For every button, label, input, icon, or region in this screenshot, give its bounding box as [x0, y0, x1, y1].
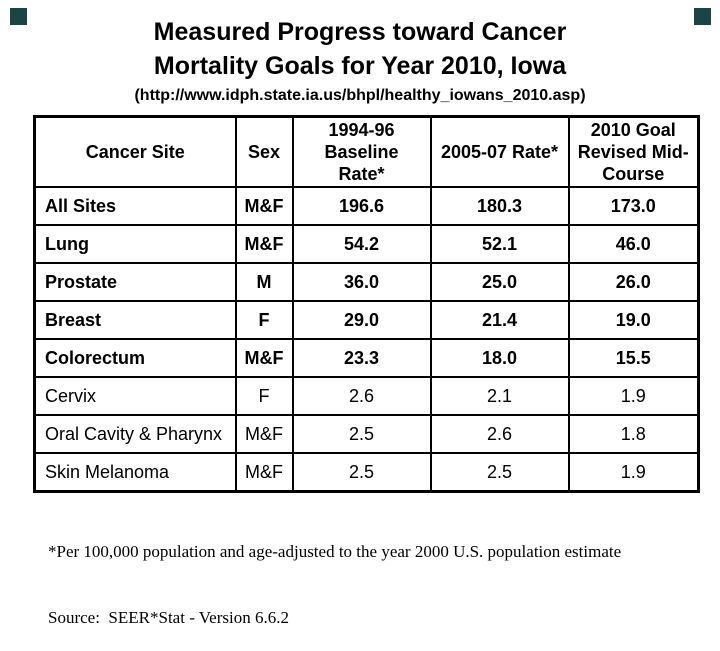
cell-baseline: 54.2: [291, 224, 432, 264]
cell-site: Cervix: [33, 376, 237, 416]
slide-title: Measured Progress toward Cancer Mortalit…: [0, 0, 720, 83]
cell-sex: M: [234, 262, 294, 302]
cell-rate: 18.0: [429, 338, 570, 378]
cell-rate: 2.5: [429, 452, 570, 493]
cell-baseline: 2.5: [291, 414, 432, 454]
cell-goal: 1.9: [567, 376, 700, 416]
cell-sex: M&F: [234, 186, 294, 226]
cell-baseline: 2.5: [291, 452, 432, 493]
table-row: Skin Melanoma M&F 2.5 2.5 1.9: [33, 452, 700, 493]
table-row: Oral Cavity & Pharynx M&F 2.5 2.6 1.8: [33, 414, 700, 454]
cell-goal: 15.5: [567, 338, 700, 378]
header-cell-2010-goal: 2010 Goal Revised Mid- Course: [567, 115, 700, 188]
table-row: All Sites M&F 196.6 180.3 173.0: [33, 186, 700, 226]
cell-goal: 46.0: [567, 224, 700, 264]
cell-site: Oral Cavity & Pharynx: [33, 414, 237, 454]
cell-rate: 21.4: [429, 300, 570, 340]
cell-goal: 1.8: [567, 414, 700, 454]
slide-subtitle-url: (http://www.idph.state.ia.us/bhpl/health…: [134, 87, 586, 104]
cell-baseline: 23.3: [291, 338, 432, 378]
slide-title-line-1: Measured Progress toward Cancer: [153, 18, 567, 46]
table-row: Colorectum M&F 23.3 18.0 15.5: [33, 338, 700, 378]
cell-goal: 19.0: [567, 300, 700, 340]
cell-rate: 180.3: [429, 186, 570, 226]
footnote-population: *Per 100,000 population and age-adjusted…: [48, 542, 622, 561]
cell-site: All Sites: [33, 186, 237, 226]
table-row: Prostate M 36.0 25.0 26.0: [33, 262, 700, 302]
table-row: Lung M&F 54.2 52.1 46.0: [33, 224, 700, 264]
cell-sex: M&F: [234, 338, 294, 378]
footnote-source: Source: SEER*Stat - Version 6.6.2: [48, 608, 289, 627]
table-row: Cervix F 2.6 2.1 1.9: [33, 376, 700, 416]
cell-site: Skin Melanoma: [33, 452, 237, 493]
cell-baseline: 36.0: [291, 262, 432, 302]
cell-goal: 1.9: [567, 452, 700, 493]
cell-site: Lung: [33, 224, 237, 264]
cell-rate: 2.1: [429, 376, 570, 416]
slide-title-line-2: Mortality Goals for Year 2010, Iowa: [153, 52, 567, 80]
cell-site: Prostate: [33, 262, 237, 302]
cell-rate: 52.1: [429, 224, 570, 264]
footnotes: *Per 100,000 population and age-adjusted…: [48, 497, 621, 651]
cell-baseline: 29.0: [291, 300, 432, 340]
cell-sex: M&F: [234, 224, 294, 264]
table-row: Breast F 29.0 21.4 19.0: [33, 300, 700, 340]
corner-accent-left: [10, 8, 27, 25]
cell-baseline: 2.6: [291, 376, 432, 416]
header-cell-cancer-site: Cancer Site: [33, 115, 237, 188]
cell-goal: 173.0: [567, 186, 700, 226]
cell-site: Colorectum: [33, 338, 237, 378]
cell-rate: 2.6: [429, 414, 570, 454]
cell-sex: M&F: [234, 414, 294, 454]
cell-sex: M&F: [234, 452, 294, 493]
cell-site: Breast: [33, 300, 237, 340]
header-cell-sex: Sex: [234, 115, 294, 188]
header-cell-2005-07-rate: 2005-07 Rate*: [429, 115, 570, 188]
cell-sex: F: [234, 376, 294, 416]
cell-baseline: 196.6: [291, 186, 432, 226]
cell-sex: F: [234, 300, 294, 340]
table-header-row: Cancer Site Sex 1994-96 Baseline Rate* 2…: [33, 115, 700, 188]
cell-rate: 25.0: [429, 262, 570, 302]
corner-accent-right: [694, 8, 711, 25]
cancer-mortality-table: Cancer Site Sex 1994-96 Baseline Rate* 2…: [33, 115, 700, 493]
header-cell-baseline-rate: 1994-96 Baseline Rate*: [291, 115, 432, 188]
cell-goal: 26.0: [567, 262, 700, 302]
